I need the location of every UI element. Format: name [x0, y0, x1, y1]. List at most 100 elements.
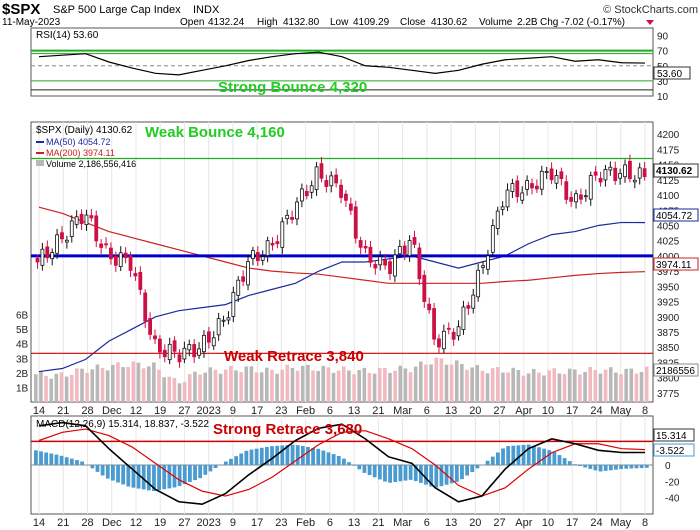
macd-histogram-bar — [470, 465, 475, 472]
candle-body — [153, 335, 157, 340]
macd-histogram-bar — [644, 465, 649, 468]
macd-histogram-bar — [198, 465, 203, 479]
volume-bar — [490, 368, 495, 402]
volume-bar — [64, 376, 69, 402]
candle-body — [265, 240, 270, 256]
candle-body — [628, 160, 632, 180]
volume-bar — [342, 366, 346, 402]
macd-histogram-bar — [567, 461, 572, 465]
volume-bar — [80, 368, 84, 402]
candle-body — [530, 183, 534, 189]
macd-histogram-bar — [59, 455, 64, 465]
candle-body — [520, 192, 525, 201]
candle-body — [525, 180, 529, 190]
volume-bar — [188, 374, 192, 402]
volume-bar — [552, 368, 557, 402]
macd-histogram-bar — [388, 465, 392, 483]
macd-x-label: 8 — [642, 517, 648, 529]
volume-bar — [157, 369, 161, 402]
exchange: INDX — [193, 4, 220, 16]
volume-bar — [347, 370, 351, 402]
macd-histogram-bar — [177, 465, 182, 486]
macd-histogram-bar — [367, 465, 372, 476]
price-tick-label: 3975 — [657, 267, 680, 278]
candle-body — [554, 175, 559, 184]
volume-tick-label: 2B — [16, 369, 29, 380]
volume-bar — [557, 373, 562, 402]
volume-bar — [44, 375, 48, 402]
volume-bar — [393, 370, 397, 402]
candle-body — [539, 170, 544, 190]
volume-bar — [419, 361, 423, 402]
volume-bar — [388, 373, 392, 402]
volume-bar — [501, 372, 505, 402]
volume-bar — [634, 373, 639, 402]
macd-x-label: Feb — [296, 517, 315, 529]
volume-bar — [244, 366, 249, 402]
candle-body — [64, 239, 69, 243]
macd-x-label: 28 — [81, 517, 93, 529]
macd-histogram-bar — [593, 465, 598, 471]
candle-body — [495, 210, 500, 229]
candle-body — [500, 206, 505, 210]
macd-histogram-bar — [557, 455, 562, 465]
macd-histogram-bar — [162, 465, 167, 490]
candle-body — [113, 255, 118, 266]
macd-histogram-bar — [552, 452, 557, 465]
volume-bar — [126, 366, 130, 402]
volume-bar — [460, 363, 464, 402]
candle-body — [123, 252, 128, 259]
macd-histogram-bar — [634, 465, 639, 469]
volume-bar — [75, 368, 79, 402]
volume-bar — [85, 372, 89, 402]
volume-bar — [321, 365, 326, 402]
macd-x-label: 21 — [57, 517, 69, 529]
price-x-label: May — [610, 405, 631, 417]
volume-bar — [531, 368, 536, 402]
candle-body — [471, 294, 476, 309]
price-x-label: 12 — [130, 405, 142, 417]
macd-histogram-bar — [321, 450, 326, 465]
ma200-legend: MA(200) 3974.11 — [46, 148, 115, 158]
macd-histogram-bar — [234, 456, 238, 465]
macd-histogram-bar — [167, 465, 172, 489]
candle-body — [466, 305, 471, 309]
weak-retrace-label: Weak Retrace 3,840 — [224, 348, 364, 365]
volume-bar — [562, 374, 567, 402]
volume-bar — [372, 373, 377, 402]
macd-histogram-bar — [403, 465, 408, 481]
candle-body — [603, 168, 608, 181]
volume-last-tag: 2186556 — [653, 363, 699, 377]
candle-body — [290, 216, 294, 220]
candle-body — [50, 252, 55, 260]
price-x-label: 13 — [445, 405, 457, 417]
macd-histogram-bar — [290, 444, 295, 465]
volume-bar — [270, 369, 274, 402]
ma50-last-value: 4054.72 — [656, 211, 693, 222]
price-tick-label: 3950 — [657, 282, 680, 293]
macd-histogram-bar — [588, 465, 593, 469]
volume-last-value: 2186556 — [656, 366, 695, 377]
macd-histogram-bar — [573, 464, 577, 465]
ma200-line — [38, 206, 646, 284]
candle-body — [534, 185, 539, 190]
volume-bar — [454, 360, 459, 402]
volume-bar — [603, 369, 608, 402]
price-x-label: 21 — [372, 405, 384, 417]
volume-bar — [542, 375, 546, 402]
price-tick-label: 3850 — [657, 343, 680, 354]
macd-x-label: 19 — [154, 517, 166, 529]
volume-bar — [95, 364, 100, 402]
macd-tick-label: -20 — [665, 477, 680, 488]
price-x-label: Mar — [393, 405, 412, 417]
candle-body — [579, 194, 583, 200]
candle-body — [162, 349, 167, 358]
candle-body — [569, 197, 574, 202]
price-x-label: 10 — [542, 405, 554, 417]
candle-body — [270, 242, 275, 246]
volume-bar — [311, 370, 315, 402]
macd-histogram-bar — [336, 455, 341, 465]
price-x-label: 27 — [178, 405, 190, 417]
candle-body — [358, 240, 363, 248]
macd-histogram-bar — [90, 465, 95, 469]
